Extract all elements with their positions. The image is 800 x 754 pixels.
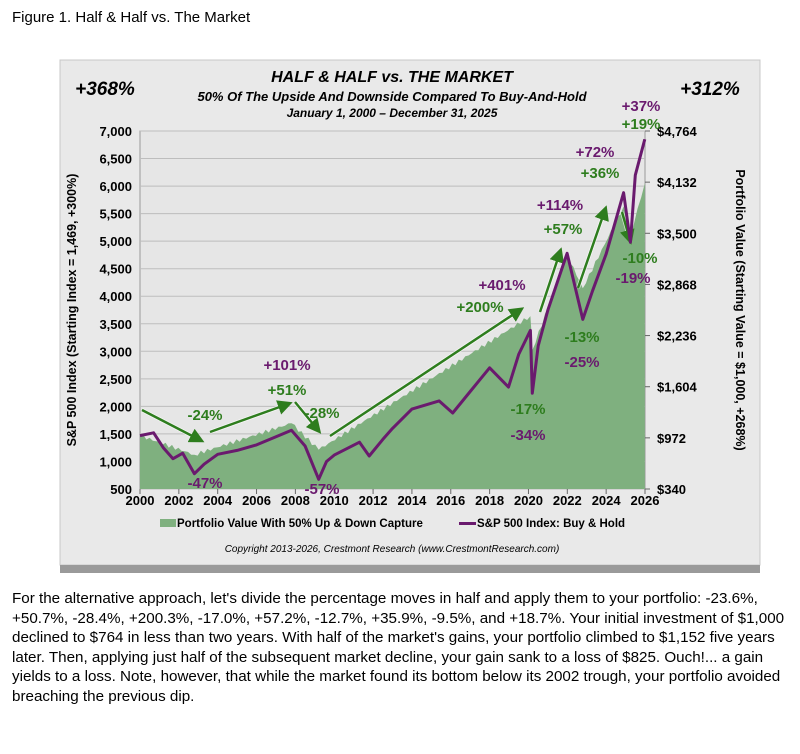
annotation-label: -28%: [304, 405, 339, 422]
annotation-label: +19%: [622, 116, 661, 133]
trend-arrow: [294, 401, 322, 434]
annotation-label: -13%: [564, 329, 599, 346]
y-tick-label: 5,500: [99, 207, 132, 222]
x-tick-label: 2012: [359, 493, 388, 508]
body-paragraph: For the alternative approach, let's divi…: [12, 590, 785, 705]
figure-title: Figure 1. Half & Half vs. The Market: [12, 9, 251, 26]
y-tick-label: 7,000: [99, 124, 132, 139]
y-tick-label-right: $2,236: [657, 329, 697, 344]
x-tick-label: 2000: [126, 493, 155, 508]
annotation-label: +36%: [581, 165, 620, 182]
annotation-label: -24%: [187, 407, 222, 424]
x-tick-label: 2010: [320, 493, 349, 508]
annotation-label: -25%: [564, 354, 599, 371]
x-tick-label: 2024: [592, 493, 622, 508]
trend-arrow: [538, 247, 564, 313]
annotation-label: -17%: [510, 401, 545, 418]
chart-frame-shadow: [60, 565, 760, 573]
y-tick-label: 3,500: [99, 317, 132, 332]
trend-arrow: [576, 205, 609, 289]
y-tick-label: 6,500: [99, 152, 132, 167]
y-tick-label-right: $3,500: [657, 226, 697, 241]
trend-arrow: [329, 307, 525, 438]
y-tick-label: 1,500: [99, 427, 132, 442]
annotation-label: -47%: [187, 475, 222, 492]
legend-label-portfolio: Portfolio Value With 50% Up & Down Captu…: [177, 518, 423, 530]
trend-arrow: [141, 408, 205, 443]
chart-subtitle: 50% Of The Upside And Downside Compared …: [197, 89, 587, 104]
y-tick-label: 4,000: [99, 289, 132, 304]
x-tick-label: 2022: [553, 493, 582, 508]
y-tick-label: 4,500: [99, 262, 132, 277]
chart-date-range: January 1, 2000 – December 31, 2025: [287, 106, 498, 120]
y-tick-label: 5,000: [99, 234, 132, 249]
x-tick-label: 2016: [436, 493, 465, 508]
x-tick-label: 2018: [475, 493, 504, 508]
trend-arrow: [209, 400, 293, 434]
annotation-label: -10%: [622, 250, 657, 267]
y-tick-label: 3,000: [99, 344, 132, 359]
x-tick-label: 2006: [242, 493, 271, 508]
sp500-line: [139, 138, 647, 481]
annotation-label: -57%: [304, 481, 339, 498]
annotation-label: +200%: [456, 299, 503, 316]
annotation-label: +72%: [576, 144, 615, 161]
y-tick-label: 1,000: [99, 454, 132, 469]
legend-swatch-sp500: [459, 522, 476, 525]
y-tick-label-right: $2,868: [657, 277, 697, 292]
chart-title: HALF & HALF vs. THE MARKET: [271, 69, 514, 86]
y-tick-label: 6,000: [99, 179, 132, 194]
y-tick-label: 2,500: [99, 372, 132, 387]
y-tick-label-right: $1,604: [657, 380, 698, 395]
annotation-label: +37%: [622, 98, 661, 115]
portfolio-area: [140, 183, 645, 490]
annotation-label: +401%: [478, 277, 525, 294]
chart: +368% +312% HALF & HALF vs. THE MARKET 5…: [59, 59, 761, 573]
y-tick-label-right: $4,764: [657, 124, 698, 139]
x-tick-label: 2002: [164, 493, 193, 508]
total-return-right: +312%: [680, 79, 740, 100]
y-tick-label-right: $340: [657, 482, 686, 497]
x-tick-label: 2014: [397, 493, 427, 508]
y-tick-label: 500: [110, 482, 132, 497]
x-tick-label: 2026: [631, 493, 660, 508]
x-tick-label: 2008: [281, 493, 310, 508]
annotation-label: +114%: [537, 197, 583, 214]
y-tick-label-right: $4,132: [657, 175, 697, 190]
y-axis-label: S&P 500 Index (Starting Index = 1,469, +…: [65, 174, 79, 447]
y-tick-label-right: $972: [657, 431, 686, 446]
annotation-label: -19%: [615, 270, 650, 287]
annotation-label: +101%: [263, 357, 310, 374]
legend-swatch-portfolio: [160, 519, 176, 527]
y-axis-label-right: Portfolio Value (Starting Value = $1,000…: [733, 169, 747, 450]
annotation-label: +51%: [268, 382, 307, 399]
total-return-left: +368%: [75, 79, 135, 100]
annotation-label: -34%: [510, 427, 545, 444]
y-tick-label: 2,000: [99, 399, 132, 414]
x-tick-label: 2020: [514, 493, 543, 508]
annotation-label: +57%: [544, 221, 583, 238]
x-tick-label: 2004: [203, 493, 233, 508]
legend-label-sp500: S&P 500 Index: Buy & Hold: [477, 518, 625, 530]
copyright: Copyright 2013-2026, Crestmont Research …: [225, 544, 560, 555]
